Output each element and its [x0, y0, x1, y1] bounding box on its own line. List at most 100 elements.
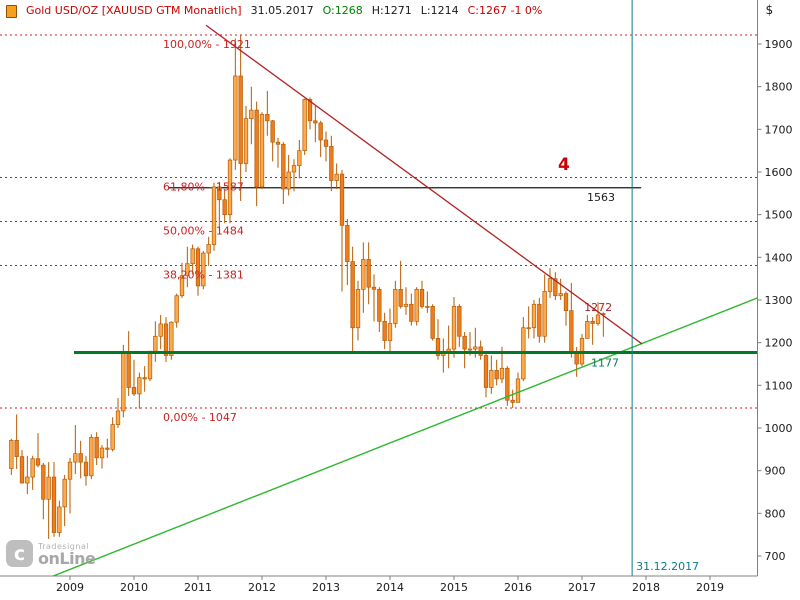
candle-body — [281, 143, 286, 190]
candle-body — [105, 447, 110, 450]
candle-body — [9, 440, 14, 469]
candle-body — [542, 291, 547, 337]
candle-body — [41, 464, 46, 500]
candle-body — [339, 173, 345, 226]
candle-body — [153, 335, 158, 352]
year-label: 2017 — [568, 581, 596, 594]
candle-body — [30, 458, 35, 478]
vertical-date-label: 31.12.2017 — [636, 560, 699, 573]
tradesignal-logo: c Tradesignal onLine — [6, 540, 96, 567]
header-close-value: C:1267 -1 0% — [467, 4, 543, 17]
candle-body — [462, 335, 467, 350]
candle-body — [302, 99, 307, 152]
price-tick-label: 1500 — [765, 209, 793, 222]
candle-body — [73, 453, 78, 463]
price-tick-label: 1900 — [765, 38, 793, 51]
year-label: 2011 — [184, 581, 212, 594]
candle-body — [307, 99, 313, 122]
year-label: 2012 — [248, 581, 276, 594]
resistance-price-label: 1563 — [587, 191, 615, 204]
candle-body — [243, 118, 249, 164]
candle-body — [233, 75, 238, 161]
candle-body — [62, 478, 67, 508]
candle-body — [590, 320, 595, 324]
candle-body — [467, 348, 473, 351]
candlestick-series — [9, 35, 606, 539]
candle-body — [318, 122, 323, 141]
downtrend-line[interactable] — [205, 24, 643, 345]
candle-body — [505, 367, 510, 401]
candle-body — [201, 252, 206, 287]
candle-body — [222, 199, 227, 216]
candle-body — [195, 248, 201, 287]
candle-body — [323, 139, 329, 147]
price-tick-label: 900 — [765, 465, 786, 478]
candle-body — [110, 424, 115, 450]
candle-body — [14, 440, 19, 457]
candle-body — [489, 370, 494, 388]
candle-body — [409, 303, 414, 322]
candle-body — [89, 437, 94, 477]
candle-body — [217, 186, 222, 201]
candle-body — [259, 114, 265, 188]
candle-body — [227, 159, 233, 216]
candle-body — [206, 244, 211, 254]
header-open-value: O:1268 — [322, 4, 363, 17]
year-label: 2010 — [120, 581, 148, 594]
candle-body — [57, 506, 62, 533]
candle-body — [515, 378, 521, 403]
year-label: 2013 — [312, 581, 340, 594]
candle-body — [563, 293, 569, 312]
candle-body — [265, 114, 270, 122]
candle-body — [355, 288, 361, 329]
price-tick-label: 700 — [765, 550, 786, 563]
instrument-title: Gold USD/OZ [XAUUSD GTM Monatlich] — [26, 4, 242, 17]
candle-body — [46, 476, 51, 500]
price-tick-label: 1200 — [765, 337, 793, 350]
candle-body — [51, 476, 57, 533]
candle-body — [414, 288, 419, 322]
candle-body — [238, 75, 243, 164]
candle-body — [313, 120, 318, 124]
candle-body — [387, 323, 393, 341]
chart-header: Gold USD/OZ [XAUUSD GTM Monatlich] 31.05… — [6, 4, 542, 18]
candle-body — [569, 310, 574, 354]
candle-body — [275, 141, 281, 145]
plot-area — [0, 0, 758, 597]
year-label: 2015 — [440, 581, 468, 594]
uptrend-line[interactable] — [0, 297, 758, 597]
candle-body — [94, 437, 99, 459]
candlestick-instrument-icon — [6, 4, 17, 18]
candle-body — [595, 314, 601, 324]
candle-body — [483, 355, 489, 388]
candle-body — [131, 387, 137, 395]
candle-body — [393, 288, 398, 324]
candle-body — [366, 259, 371, 288]
candle-body — [585, 320, 590, 339]
candle-body — [537, 303, 542, 337]
candle-body — [142, 377, 147, 380]
price-tick-label: 1300 — [765, 294, 793, 307]
candle-body — [126, 352, 131, 388]
candle-body — [499, 367, 505, 380]
price-tick-label: 1700 — [765, 123, 793, 136]
candle-body — [115, 410, 121, 425]
candle-body — [451, 306, 457, 350]
candle-body — [169, 321, 174, 356]
trendline-price-label: 1272 — [584, 301, 612, 314]
candle-body — [121, 352, 126, 412]
year-label: 2016 — [504, 581, 532, 594]
currency-label: $ — [766, 3, 774, 17]
candle-body — [99, 447, 105, 459]
candle-body — [83, 461, 89, 477]
fib-label-4: 0,00% - 1047 — [163, 411, 237, 424]
candle-body — [435, 338, 441, 356]
candle-body — [547, 278, 553, 292]
header-low-value: L:1214 — [420, 4, 459, 17]
candle-body — [137, 377, 142, 395]
candle-body — [403, 303, 409, 307]
candle-body — [249, 109, 254, 120]
candle-body — [473, 346, 478, 350]
